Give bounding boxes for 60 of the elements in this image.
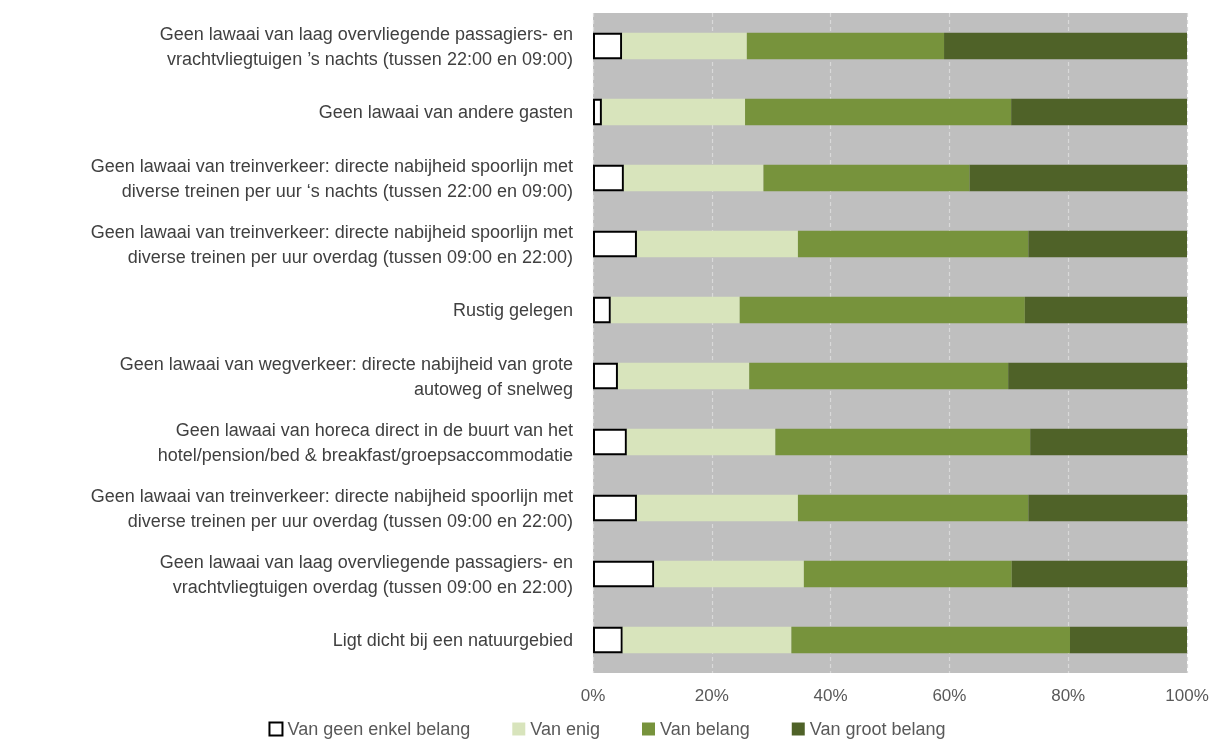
bar [593,164,624,192]
bar [593,626,623,654]
bar [593,560,655,588]
legend-label: Van enig [530,719,601,739]
x-tick-label: 20% [694,686,729,705]
bar [797,230,1029,258]
x-tick-label: 40% [813,686,848,705]
bar [593,494,637,522]
bar [1030,428,1187,456]
y-tick-label: Ligt dicht bij een natuurgebied [332,630,573,650]
bar [1028,230,1187,258]
bar [1008,362,1187,390]
y-tick-label: Geen lawaai van horeca direct in de buurt van het hotel/pension/bed & breakfast/groepsaccommodatie [157,419,573,465]
bar [617,362,750,390]
bar [622,32,747,60]
bar [593,32,623,60]
bar [746,32,945,60]
y-tick-label: Geen lawaai van treinverkeer: directe nabijheid spoorlijn met diverse treinen per uur ‘s nachts (tussen 22:00 en 09:00) [90,155,573,201]
bar [739,296,1025,324]
bar [749,362,1009,390]
x-tick-label: 60% [932,686,967,705]
bar [593,428,627,456]
bar [745,98,1012,126]
bar [593,98,602,126]
x-tick-label: 0% [580,686,606,705]
bar [763,164,970,192]
bar [601,98,746,126]
bar [791,626,1070,654]
x-tick-label: 100% [1165,686,1209,705]
bar [610,296,740,324]
bar [623,164,764,192]
bar [775,428,1031,456]
y-tick-label: Geen lawaai van laag overvliegende passagiers- en vrachtvliegtuigen overdag (tussen 09:00 en 22:00) [159,551,573,597]
bar [944,32,1187,60]
x-tick-label: 80% [1051,686,1086,705]
bar [626,428,776,456]
bar [1028,494,1187,522]
y-tick-label: Geen lawaai van andere gasten [318,102,573,122]
bar [593,362,618,390]
bar [1069,626,1187,654]
legend-label: Van geen enkel belang [287,719,471,739]
bar [803,560,1012,588]
y-tick-label: Geen lawaai van wegverkeer: directe nabijheid van grote autoweg of snelweg [119,353,573,399]
bar [1011,560,1187,588]
bar [1011,98,1187,126]
y-tick-label: Rustig gelegen [452,300,573,320]
bar [593,230,637,258]
y-tick-label: Geen lawaai van treinverkeer: directe nabijheid spoorlijn met diverse treinen per uur overdag (tussen 09:00 en 22:00) [90,221,573,267]
legend-label: Van groot belang [809,719,946,739]
bar [654,560,804,588]
bar [593,296,611,324]
y-tick-label: Geen lawaai van treinverkeer: directe nabijheid spoorlijn met diverse treinen per uur overdag (tussen 09:00 en 22:00) [90,485,573,531]
bar [636,494,798,522]
y-tick-label: Geen lawaai van laag overvliegende passagiers- en vrachtvliegtuigen ’s nachts (tussen 22:00 en 09:00) [159,23,573,69]
bar [636,230,798,258]
bar [797,494,1029,522]
bar [969,164,1187,192]
bar [622,626,792,654]
bar [1024,296,1187,324]
legend-label: Van belang [660,719,750,739]
